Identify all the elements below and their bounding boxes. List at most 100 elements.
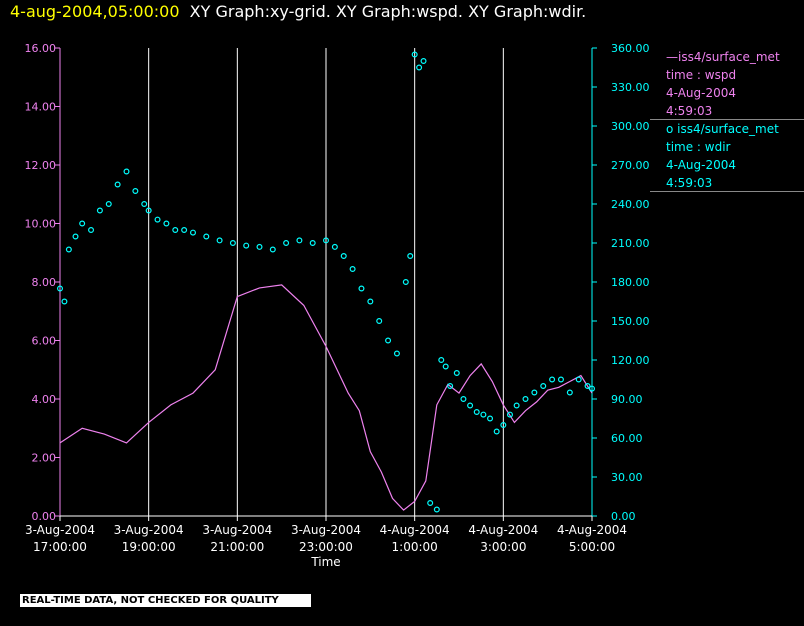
title-date: 4-aug-2004,05:00:00	[10, 2, 180, 21]
data-point-wdir	[283, 240, 290, 247]
x-tick-date: 3-Aug-2004	[25, 523, 95, 537]
data-point-wdir	[473, 409, 480, 416]
data-point-wdir	[549, 376, 556, 383]
data-point-wdir	[181, 227, 188, 234]
data-point-wdir	[203, 233, 210, 240]
right-tick-label: 120.00	[611, 354, 650, 367]
data-point-wdir	[447, 383, 454, 390]
x-tick-time: 1:00:00	[392, 540, 438, 554]
right-tick-label: 90.00	[611, 393, 643, 406]
left-tick-label: 0.00	[32, 510, 57, 523]
x-tick-date: 3-Aug-2004	[202, 523, 272, 537]
data-point-wdir	[123, 168, 130, 175]
data-point-wdir	[79, 220, 86, 227]
chart-title: 4-aug-2004,05:00:00 XY Graph:xy-grid. XY…	[10, 2, 586, 21]
data-point-wdir	[141, 201, 148, 208]
data-point-wdir	[256, 243, 263, 250]
x-tick-date: 3-Aug-2004	[291, 523, 361, 537]
data-point-wdir	[588, 385, 595, 392]
data-point-wdir	[56, 285, 63, 292]
x-tick-time: 5:00:00	[569, 540, 615, 554]
right-tick-label: 330.00	[611, 81, 650, 94]
data-point-wdir	[132, 188, 139, 195]
legend-line-marker: —	[666, 50, 678, 64]
data-point-wdir	[72, 233, 79, 240]
quality-warning: REAL-TIME DATA, NOT CHECKED FOR QUALITY	[20, 594, 311, 607]
data-point-wdir	[557, 376, 564, 383]
x-tick-time: 23:00:00	[299, 540, 353, 554]
data-point-wdir	[416, 64, 423, 71]
data-point-wdir	[584, 383, 591, 390]
title-graphs: XY Graph:xy-grid. XY Graph:wspd. XY Grap…	[189, 2, 587, 21]
legend-variable: time : wspd	[666, 68, 737, 82]
data-point-wdir	[323, 237, 330, 244]
legend-circle-marker: o	[666, 122, 674, 136]
right-tick-label: 210.00	[611, 237, 650, 250]
right-tick-label: 360.00	[611, 42, 650, 55]
legend-entry-wdir: o iss4/surface_met time : wdir 4-Aug-200…	[666, 120, 779, 192]
x-tick-date: 4-Aug-2004	[468, 523, 538, 537]
legend-source: iss4/surface_met	[677, 122, 779, 136]
legend-date: 4-Aug-2004	[666, 86, 737, 100]
right-tick-label: 300.00	[611, 120, 650, 133]
data-point-wdir	[531, 389, 538, 396]
x-tick-time: 17:00:00	[33, 540, 87, 554]
data-point-wdir	[216, 237, 223, 244]
data-point-wdir	[460, 396, 467, 403]
data-point-wdir	[540, 383, 547, 390]
x-tick-date: 4-Aug-2004	[557, 523, 627, 537]
x-tick-time: 21:00:00	[210, 540, 264, 554]
data-point-wdir	[65, 246, 72, 253]
data-point-wdir	[331, 243, 338, 250]
left-tick-label: 4.00	[32, 393, 57, 406]
data-point-wdir	[393, 350, 400, 357]
data-point-wdir	[407, 253, 414, 260]
data-point-wdir	[427, 500, 434, 507]
left-tick-label: 8.00	[32, 276, 57, 289]
left-tick-label: 10.00	[25, 218, 57, 231]
data-point-wdir	[163, 220, 170, 227]
data-point-wdir	[420, 57, 427, 64]
data-point-wdir	[154, 216, 161, 223]
data-point-wdir	[309, 240, 316, 247]
left-tick-label: 14.00	[25, 101, 57, 114]
data-point-wdir	[367, 298, 374, 305]
right-tick-label: 240.00	[611, 198, 650, 211]
data-point-wdir	[575, 376, 582, 383]
legend-divider	[650, 191, 804, 192]
data-point-wdir	[467, 402, 474, 409]
right-tick-label: 60.00	[611, 432, 643, 445]
legend-divider	[650, 119, 804, 120]
data-point-wdir	[493, 428, 500, 435]
data-point-wdir	[487, 415, 494, 422]
data-point-wdir	[442, 363, 449, 370]
data-point-wdir	[376, 318, 383, 325]
data-point-wdir	[411, 51, 418, 58]
x-axis-label: Time	[310, 555, 340, 569]
legend-source: iss4/surface_met	[678, 50, 780, 64]
data-point-wdir	[340, 253, 347, 260]
legend-variable: time : wdir	[666, 140, 731, 154]
legend-date: 4-Aug-2004	[666, 158, 737, 172]
data-point-wdir	[438, 357, 445, 364]
legend-time: 4:59:03	[666, 104, 713, 118]
data-point-wdir	[349, 266, 356, 273]
data-point-wdir	[566, 389, 573, 396]
legend-entry-wspd: —iss4/surface_met time : wspd 4-Aug-2004…	[666, 48, 780, 120]
data-point-wdir	[172, 227, 179, 234]
x-tick-time: 3:00:00	[480, 540, 526, 554]
data-point-wdir	[506, 411, 513, 418]
data-point-wdir	[243, 242, 250, 249]
data-point-wdir	[190, 229, 197, 236]
data-point-wdir	[513, 402, 520, 409]
left-tick-label: 2.00	[32, 452, 57, 465]
data-point-wdir	[61, 298, 68, 305]
data-point-wdir	[402, 279, 409, 286]
left-tick-label: 16.00	[25, 42, 57, 55]
data-point-wdir	[269, 246, 276, 253]
data-point-wdir	[88, 227, 95, 234]
data-point-wdir	[522, 396, 529, 403]
data-point-wdir	[96, 207, 103, 214]
x-tick-date: 4-Aug-2004	[380, 523, 450, 537]
